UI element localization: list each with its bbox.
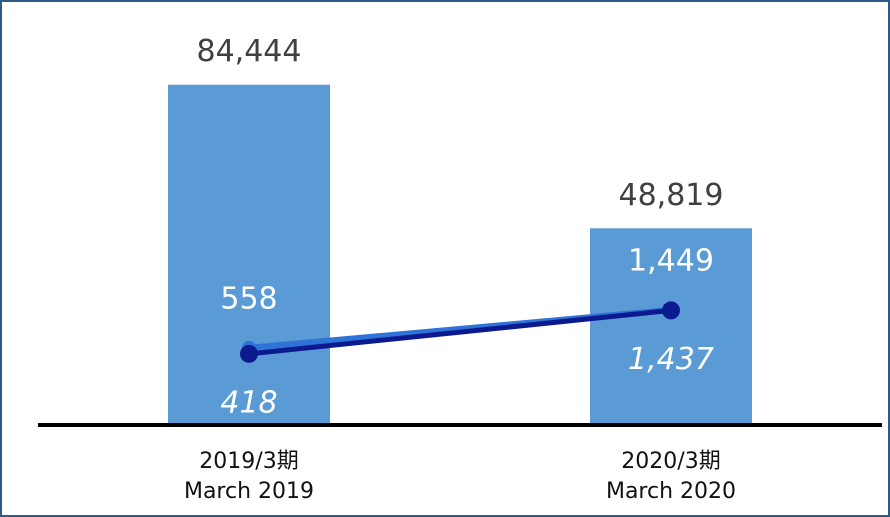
line-value-label: 418 <box>220 385 277 420</box>
bar <box>590 228 752 425</box>
line-value-label: 1,437 <box>628 342 714 377</box>
bar <box>168 84 330 426</box>
line-value-label: 1,449 <box>628 243 714 278</box>
bar-value-label: 84,444 <box>197 34 302 69</box>
line-marker <box>662 301 680 320</box>
x-tick-label: March 2020 <box>606 479 736 504</box>
x-tick-label: 2020/3期 <box>621 449 720 474</box>
x-tick-label: March 2019 <box>184 479 314 504</box>
bar-value-label: 48,819 <box>619 178 724 213</box>
line <box>248 307 672 357</box>
x-tick-label: 2019/3期 <box>199 449 298 474</box>
line-value-label: 558 <box>220 281 277 316</box>
line-marker <box>240 344 258 363</box>
